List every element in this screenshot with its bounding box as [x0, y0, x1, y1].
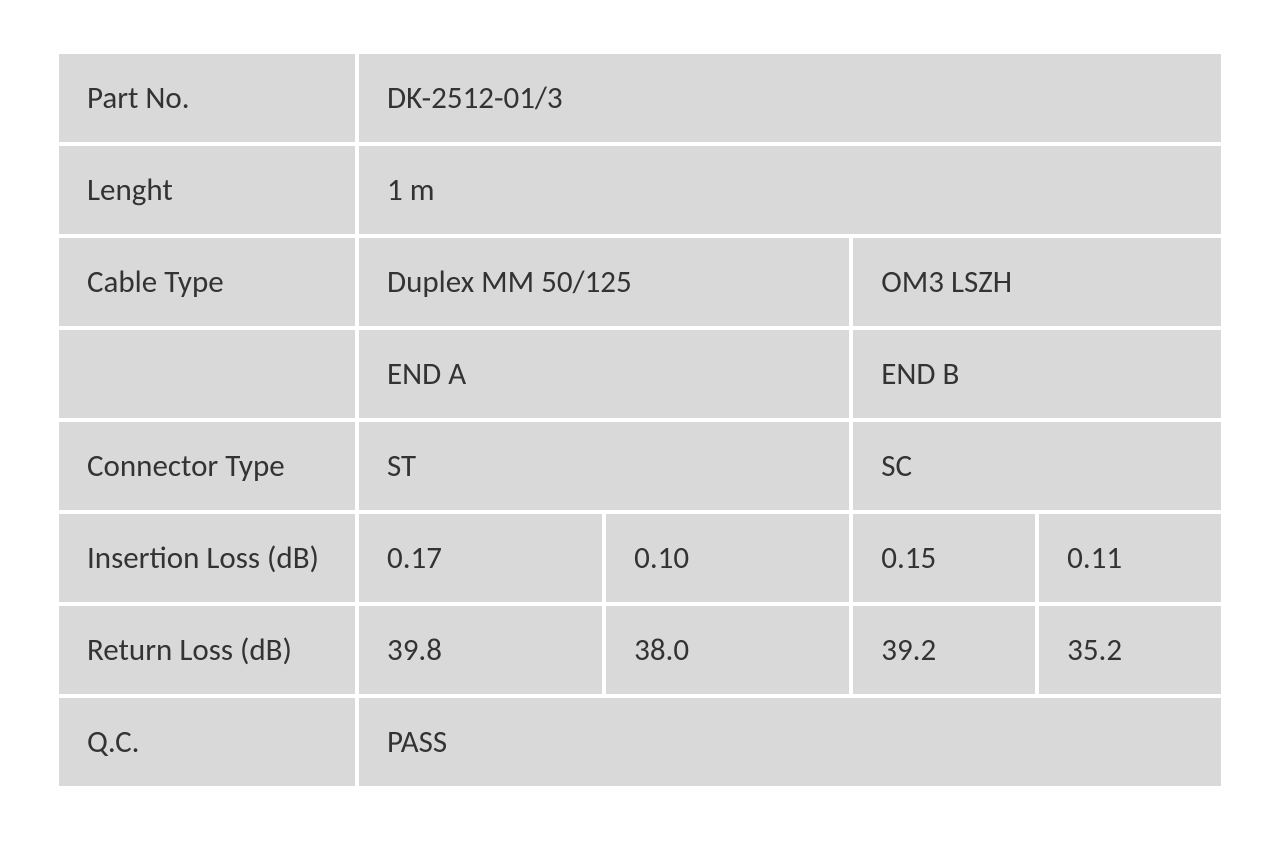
connector-type-b: SC — [853, 422, 1221, 510]
length-label: Lenght — [59, 146, 355, 234]
return-loss-v2: 38.0 — [606, 606, 849, 694]
table-row: Lenght 1 m — [59, 146, 1221, 234]
insertion-loss-label: Insertion Loss (dB) — [59, 514, 355, 602]
insertion-loss-v2: 0.10 — [606, 514, 849, 602]
end-a-header: END A — [359, 330, 849, 418]
ends-label — [59, 330, 355, 418]
return-loss-v4: 35.2 — [1039, 606, 1221, 694]
table-row: Cable Type Duplex MM 50/125 OM3 LSZH — [59, 238, 1221, 326]
cable-type-value-a: Duplex MM 50/125 — [359, 238, 849, 326]
connector-type-a: ST — [359, 422, 849, 510]
insertion-loss-v3: 0.15 — [853, 514, 1035, 602]
insertion-loss-v1: 0.17 — [359, 514, 602, 602]
part-no-value: DK-2512-01/3 — [359, 54, 1221, 142]
insertion-loss-v4: 0.11 — [1039, 514, 1221, 602]
table-row: Part No. DK-2512-01/3 — [59, 54, 1221, 142]
end-b-header: END B — [853, 330, 1221, 418]
part-no-label: Part No. — [59, 54, 355, 142]
table-row: Q.C. PASS — [59, 698, 1221, 786]
cable-type-label: Cable Type — [59, 238, 355, 326]
cable-type-value-b: OM3 LSZH — [853, 238, 1221, 326]
return-loss-v1: 39.8 — [359, 606, 602, 694]
qc-label: Q.C. — [59, 698, 355, 786]
specification-table: Part No. DK-2512-01/3 Lenght 1 m Cable T… — [55, 50, 1225, 790]
return-loss-label: Return Loss (dB) — [59, 606, 355, 694]
return-loss-v3: 39.2 — [853, 606, 1035, 694]
table-row: Connector Type ST SC — [59, 422, 1221, 510]
table-row: END A END B — [59, 330, 1221, 418]
qc-value: PASS — [359, 698, 1221, 786]
table-row: Return Loss (dB) 39.8 38.0 39.2 35.2 — [59, 606, 1221, 694]
length-value: 1 m — [359, 146, 1221, 234]
table-row: Insertion Loss (dB) 0.17 0.10 0.15 0.11 — [59, 514, 1221, 602]
connector-type-label: Connector Type — [59, 422, 355, 510]
